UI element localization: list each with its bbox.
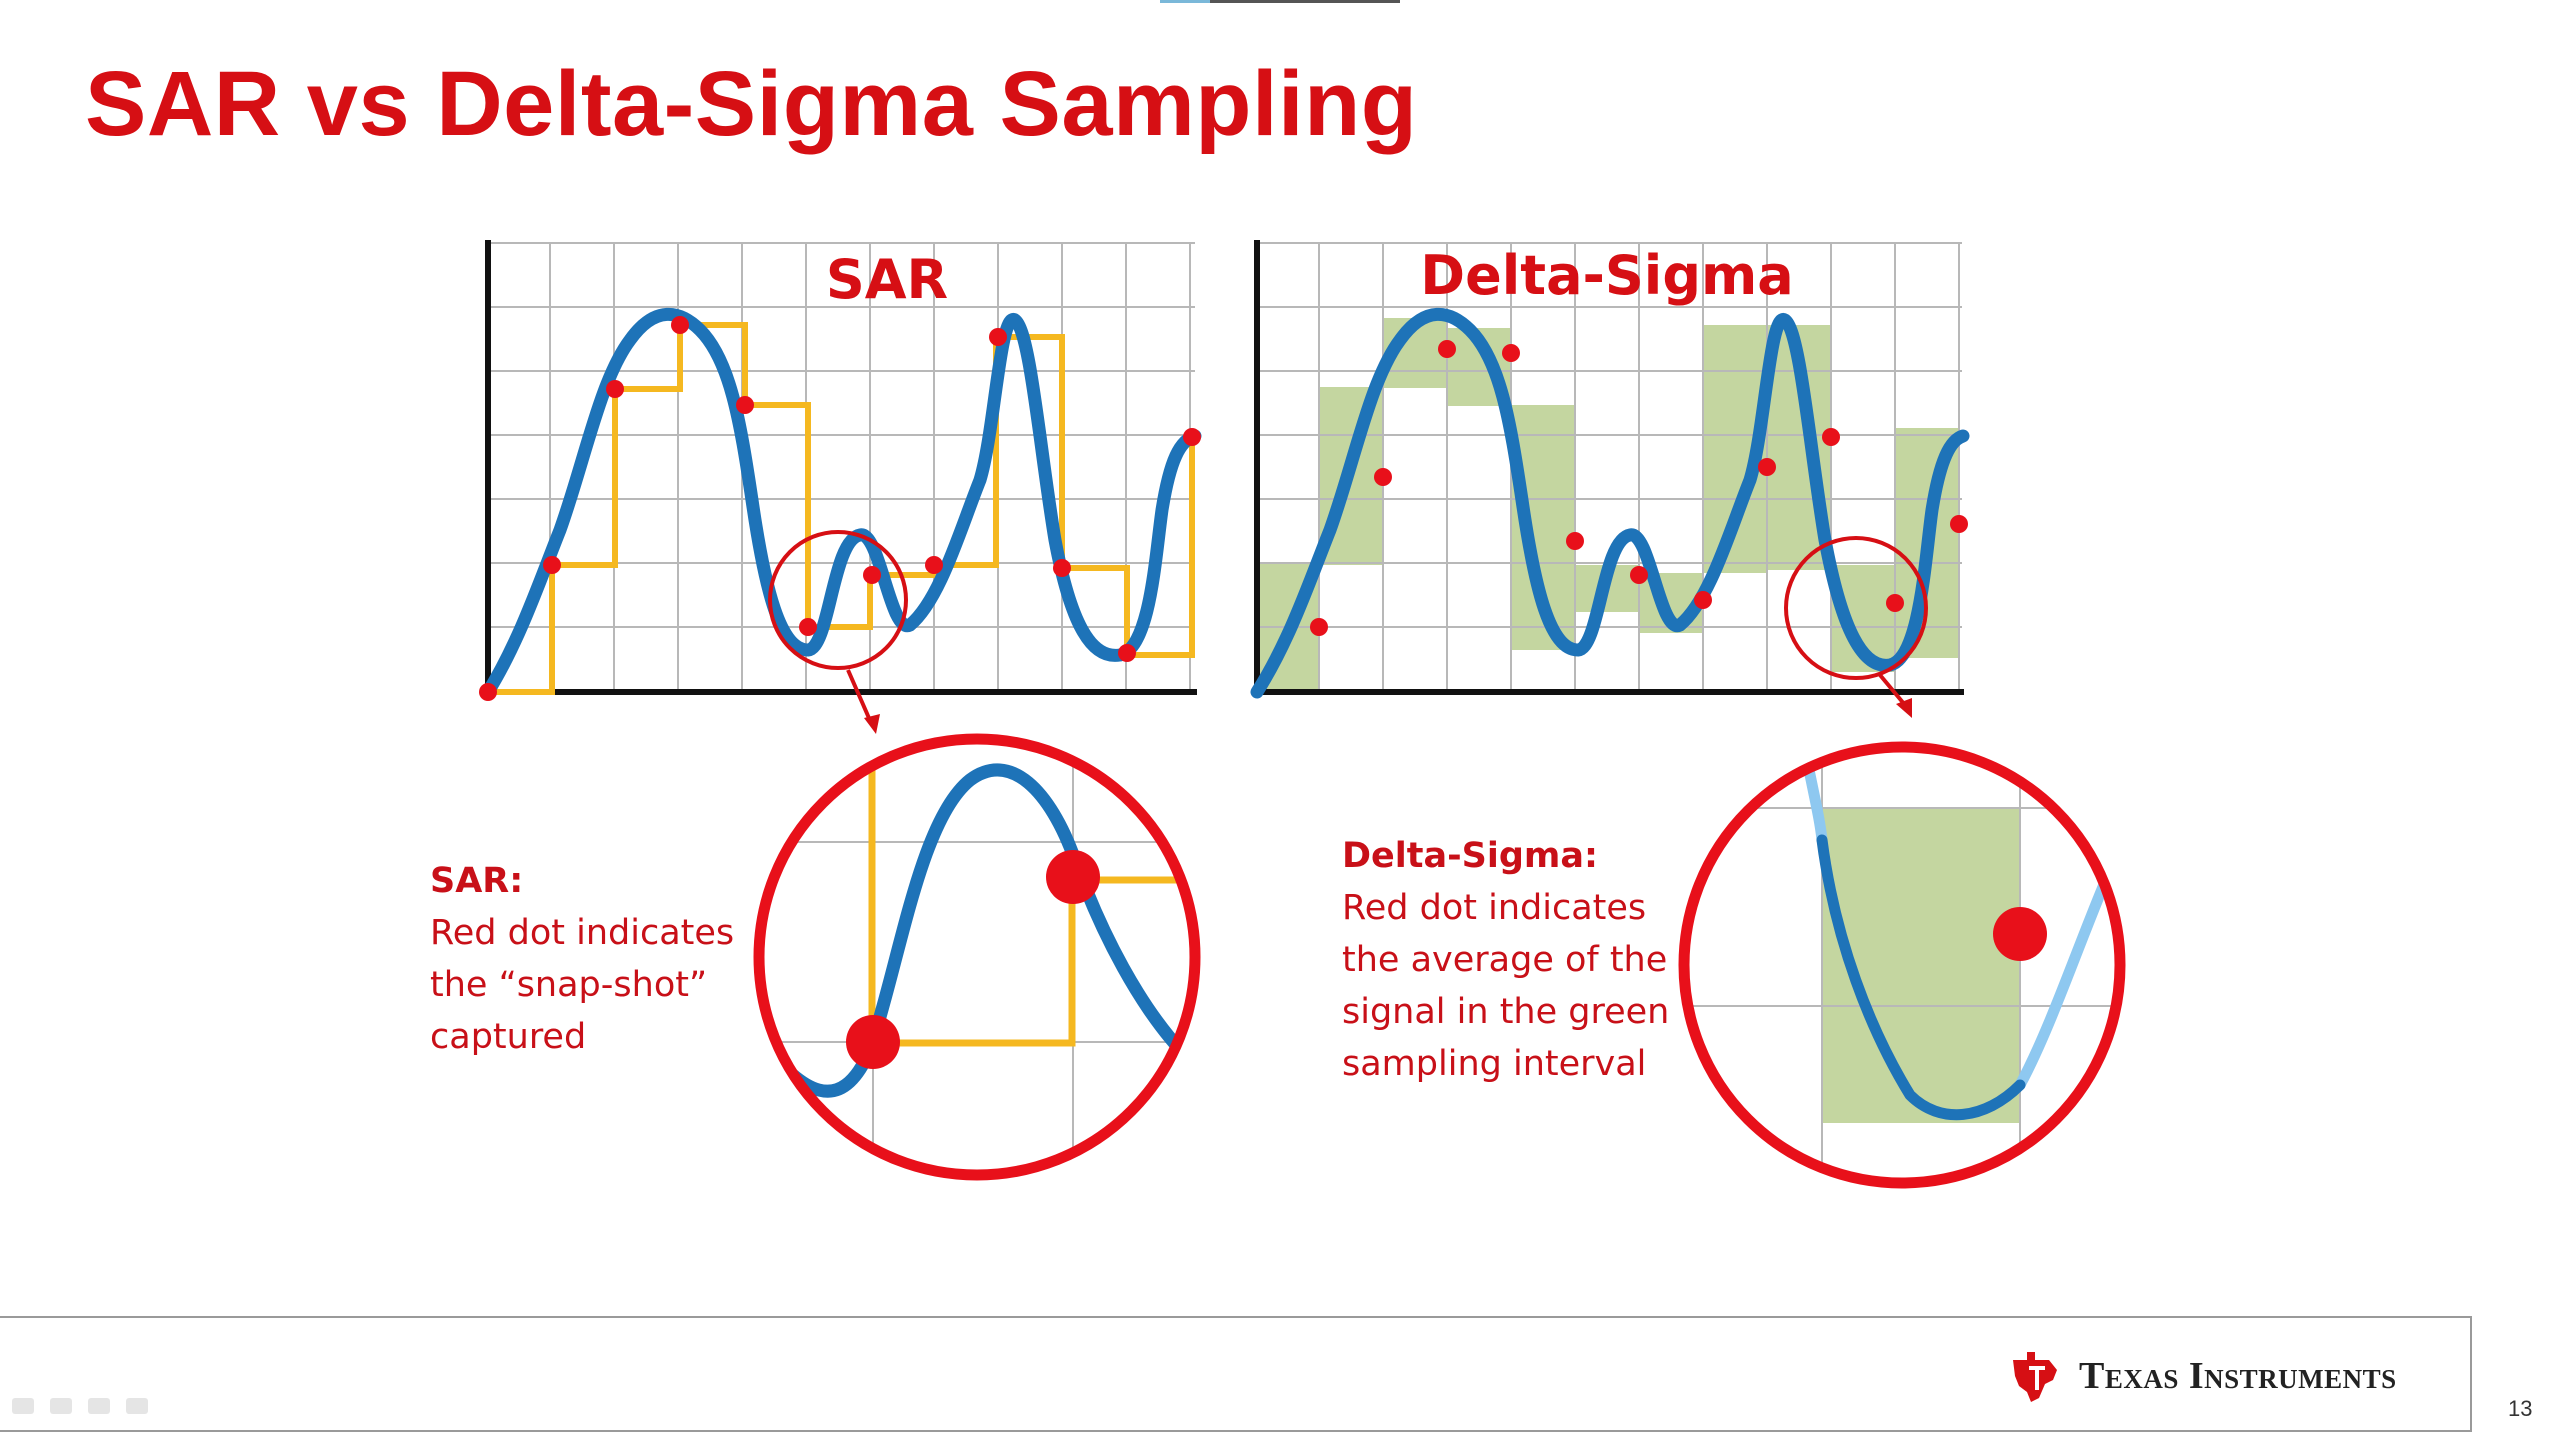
ds-caption: Delta-Sigma: Red dot indicates the avera… [1342,830,1669,1090]
ds-zoom-view [1678,741,2126,1189]
sar-sample-dots [479,316,1201,701]
previous-icon[interactable] [12,1398,34,1414]
sar-panel-label: SAR [826,248,948,311]
ds-highlight-circle [1784,536,1928,680]
ds-caption-line: signal in the green [1342,992,1670,1032]
sar-sample-dot [479,683,497,701]
ds-sample-dot [1502,344,1520,362]
slide-footer [0,1316,2472,1432]
sar-step-output [488,322,1195,695]
sar-highlight-circle [768,530,908,670]
sar-signal-waveform [481,307,1202,699]
sar-zoom-sample-dot [846,1015,900,1069]
slideshow-toolbar[interactable] [12,1398,182,1426]
sar-caption: SAR: Red dot indicates the “snap-shot” c… [430,855,734,1063]
sar-sample-dot [1118,644,1136,662]
page-number: 13 [2508,1396,2533,1421]
slides-icon[interactable] [88,1398,110,1414]
ds-zoom-arrowhead [1896,698,1912,718]
ds-sample-dot [1566,532,1584,550]
ds-sample-dot [1374,468,1392,486]
sar-sample-dot [606,380,624,398]
sar-caption-line: captured [430,1017,587,1057]
delta-sigma-panel: Delta-Sigma [1250,240,1970,718]
sar-caption-line: the “snap-shot” [430,965,708,1005]
slide-title: SAR vs Delta-Sigma Sampling [85,53,1418,155]
ds-panel-label: Delta-Sigma [1420,244,1793,307]
sar-sample-dot [1183,428,1201,446]
ds-sample-dot [1438,340,1456,358]
ds-caption-line: Red dot indicates [1342,888,1647,928]
sar-caption-heading: SAR: [430,861,524,901]
next-icon[interactable] [126,1398,148,1414]
sar-sample-dot [543,556,561,574]
ds-zoom-arrow [1878,673,1907,707]
pen-icon[interactable] [50,1398,72,1414]
ds-sample-dot [1950,515,1968,533]
ds-sample-dots [1310,340,1968,636]
ds-caption-line: the average of the [1342,940,1668,980]
ti-logo: Texas Instruments [2005,1346,2445,1406]
progress-fill [1160,0,1210,3]
sar-sample-dot [799,618,817,636]
sar-zoom-circle [753,733,1201,1181]
ds-sample-dot [1822,428,1840,446]
progress-bar [1160,0,1400,3]
ds-sample-dot [1758,458,1776,476]
ds-sample-dot [1886,594,1904,612]
ds-sample-dot [1310,618,1328,636]
sar-sample-dot [1053,559,1071,577]
sar-panel: SAR [479,240,1202,734]
sar-zoom-arrowhead [864,714,880,734]
ds-signal-waveform [1250,307,1970,699]
ds-zoom-average-dot [1993,907,2047,961]
sar-sample-dot [863,566,881,584]
ds-caption-line: sampling interval [1342,1044,1647,1084]
ds-sample-dot [1694,591,1712,609]
sar-sample-dot [671,316,689,334]
sar-zoom-arrow [846,669,874,726]
ds-caption-heading: Delta-Sigma: [1342,836,1599,876]
sar-zoom-sample-dot [1046,850,1100,904]
ds-sample-dot [1630,566,1648,584]
sar-caption-line: Red dot indicates [430,913,735,953]
ds-zoom-circle [1678,741,2126,1189]
ti-wordmark: Texas Instruments [2079,1355,2397,1397]
sar-sample-dot [736,396,754,414]
sar-sample-dot [989,328,1007,346]
sar-zoom-view [753,733,1201,1181]
ti-state-icon [2013,1352,2057,1402]
sar-sample-dot [925,556,943,574]
